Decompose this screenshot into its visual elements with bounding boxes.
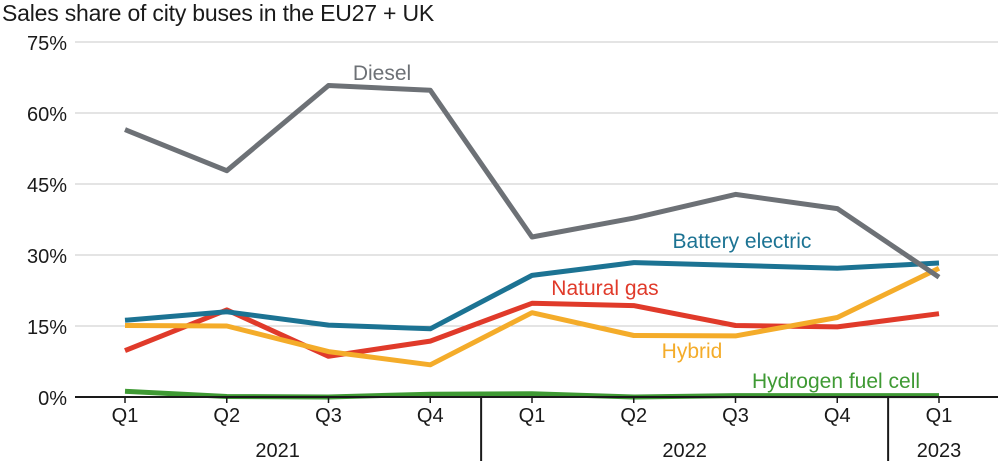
y-tick-label: 60% [27,104,67,126]
x-axis: Q1 Q2 Q3 Q4 Q1 Q2 Q3 Q4 Q1 2021 2022 2023 [75,396,998,461]
series-line-natural-gas [124,300,940,359]
x-tick-label: Q4 [417,405,444,427]
y-tick-label: 30% [27,246,67,268]
series-label-battery-electric: Battery electric [673,230,812,253]
chart-title: Sales share of city buses in the EU27 + … [2,0,435,26]
series-label-diesel: Diesel [353,62,411,85]
x-tick-label: Q1 [926,405,953,427]
x-tick-label: Q3 [315,405,342,427]
y-tick-label: 45% [27,175,67,197]
series-lines [124,83,941,400]
x-tick-label: Q2 [213,405,240,427]
series-label-natural-gas: Natural gas [551,277,658,300]
x-tick-label: Q1 [519,405,546,427]
y-tick-label: 75% [27,33,67,55]
series-line-battery-electric [124,260,940,332]
x-tick-label: Q4 [824,405,851,427]
series-line-diesel [124,83,941,280]
series-label-hybrid: Hybrid [662,340,723,363]
x-tick-label: Q3 [722,405,749,427]
year-label: 2021 [255,440,300,461]
y-axis-ticks: 0% 15% 30% 45% 60% 75% [27,33,67,410]
x-tick-label: Q2 [620,405,647,427]
y-tick-label: 0% [38,388,67,410]
series-line-hybrid [124,266,941,368]
x-tick-label: Q1 [112,405,139,427]
y-tick-label: 15% [27,317,67,339]
series-label-hydrogen-fuel-cell: Hydrogen fuel cell [752,370,920,393]
series-labels: Diesel Battery electric Natural gas Hybrid H… [353,62,920,393]
grid-lines [75,41,998,327]
year-label: 2022 [662,440,707,461]
year-label: 2023 [917,440,962,461]
